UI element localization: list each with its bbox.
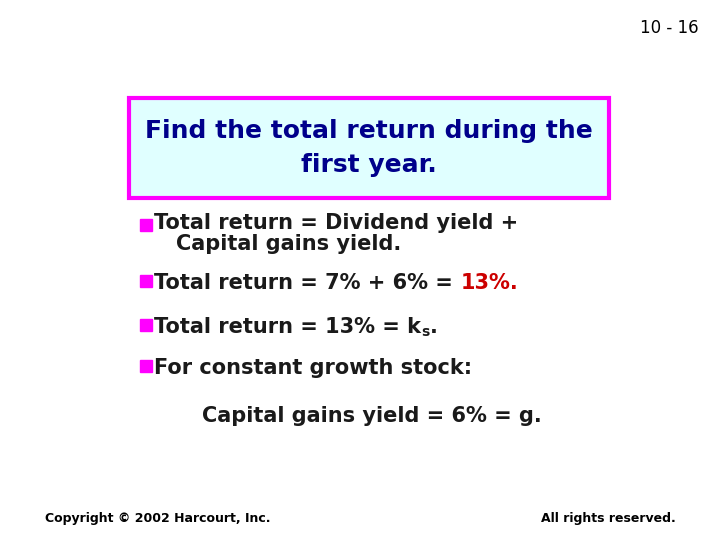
Text: .: . bbox=[429, 317, 437, 337]
Bar bbox=[140, 360, 153, 373]
Bar bbox=[140, 275, 153, 287]
Text: s: s bbox=[421, 325, 429, 339]
Text: Capital gains yield = 6% = g.: Capital gains yield = 6% = g. bbox=[202, 406, 541, 426]
Bar bbox=[140, 219, 153, 231]
Text: Total return = Dividend yield +: Total return = Dividend yield + bbox=[154, 213, 526, 233]
Text: Total return = 7% + 6% =: Total return = 7% + 6% = bbox=[154, 273, 460, 293]
Text: Capital gains yield.: Capital gains yield. bbox=[176, 234, 402, 254]
Text: 13%.: 13%. bbox=[460, 273, 518, 293]
Text: Copyright © 2002 Harcourt, Inc.: Copyright © 2002 Harcourt, Inc. bbox=[45, 512, 270, 525]
FancyBboxPatch shape bbox=[129, 98, 609, 198]
Text: All rights reserved.: All rights reserved. bbox=[541, 512, 675, 525]
Text: s: s bbox=[421, 325, 429, 339]
Text: 10 - 16: 10 - 16 bbox=[640, 19, 698, 37]
Text: Find the total return during the
first year.: Find the total return during the first y… bbox=[145, 119, 593, 177]
Text: For constant growth stock:: For constant growth stock: bbox=[154, 359, 472, 379]
Text: Total return = 13% = k: Total return = 13% = k bbox=[154, 317, 421, 337]
Bar bbox=[140, 319, 153, 331]
